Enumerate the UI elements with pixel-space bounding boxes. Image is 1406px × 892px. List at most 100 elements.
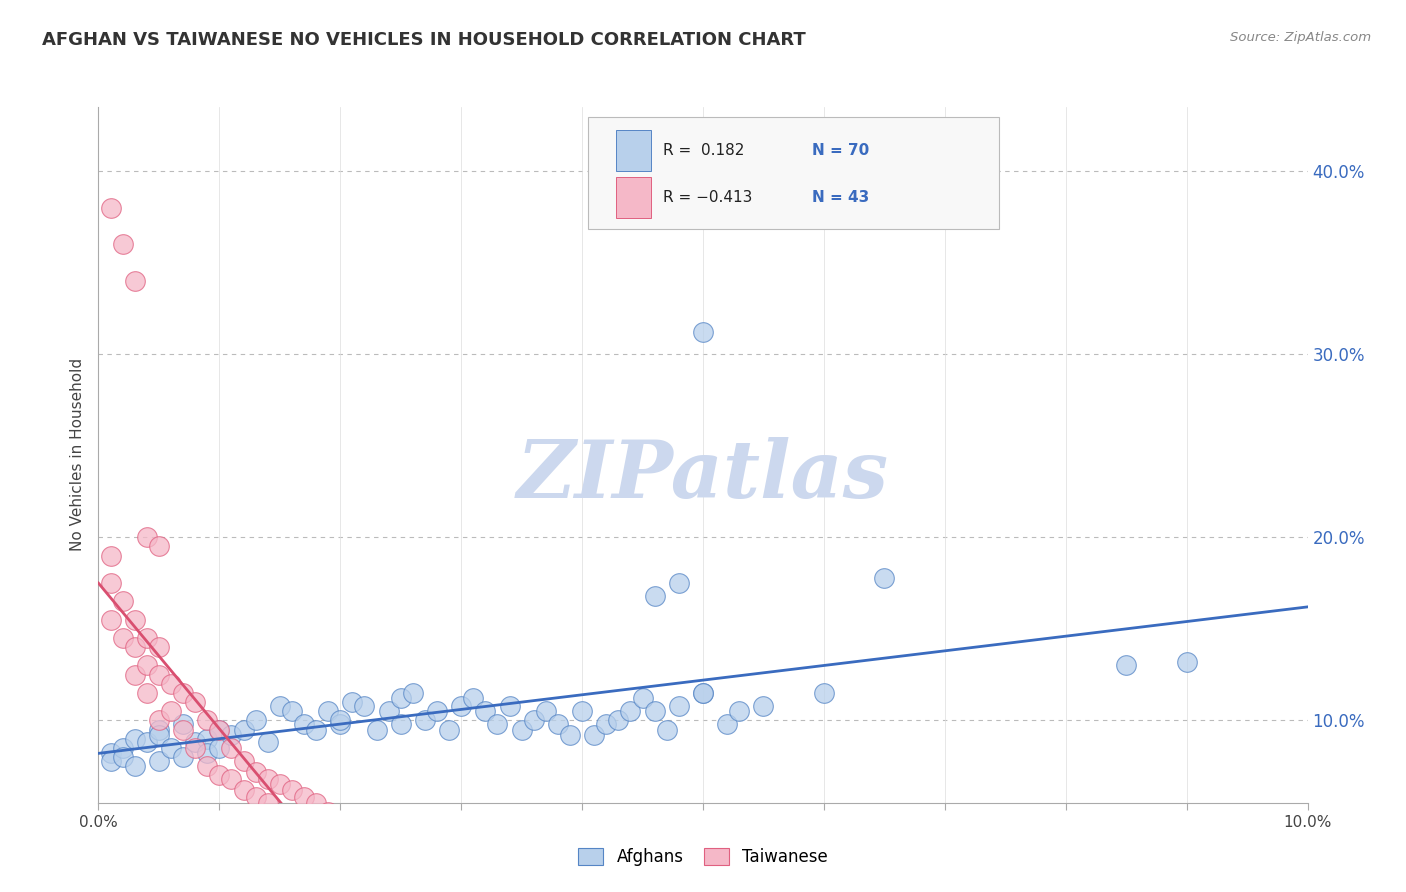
Point: [195, 731, 218, 746]
Text: N = 43: N = 43: [811, 190, 869, 205]
Point: [474, 704, 496, 718]
Point: [728, 704, 751, 718]
Point: [353, 698, 375, 713]
Point: [124, 640, 146, 655]
Point: [148, 667, 170, 681]
Point: [135, 658, 157, 673]
Point: [232, 783, 254, 797]
Point: [195, 747, 218, 761]
Point: [1115, 658, 1137, 673]
Point: [498, 698, 520, 713]
Point: [329, 808, 352, 822]
Point: [184, 740, 207, 755]
Point: [172, 717, 194, 731]
Point: [148, 540, 170, 554]
Text: R =  0.182: R = 0.182: [664, 144, 744, 159]
Point: [160, 740, 183, 755]
Point: [329, 717, 352, 731]
Point: [148, 714, 170, 728]
Point: [172, 686, 194, 700]
Point: [245, 790, 267, 805]
Point: [184, 695, 207, 709]
FancyBboxPatch shape: [616, 130, 651, 171]
Point: [437, 723, 460, 737]
Point: [305, 723, 328, 737]
Point: [232, 723, 254, 737]
Point: [389, 717, 412, 731]
FancyBboxPatch shape: [616, 177, 651, 218]
Point: [245, 714, 267, 728]
Point: [389, 691, 412, 706]
Point: [111, 631, 134, 645]
Point: [583, 728, 606, 742]
Point: [752, 698, 775, 713]
Point: [316, 704, 339, 718]
Point: [716, 717, 738, 731]
Point: [100, 613, 122, 627]
Point: [305, 796, 328, 810]
Point: [208, 723, 231, 737]
Point: [342, 695, 364, 709]
Point: [100, 549, 122, 563]
Point: [692, 686, 714, 700]
Text: AFGHAN VS TAIWANESE NO VEHICLES IN HOUSEHOLD CORRELATION CHART: AFGHAN VS TAIWANESE NO VEHICLES IN HOUSE…: [42, 31, 806, 49]
Point: [184, 735, 207, 749]
Point: [135, 686, 157, 700]
Point: [111, 237, 134, 252]
Point: [607, 714, 630, 728]
Point: [571, 704, 593, 718]
Point: [124, 731, 146, 746]
Point: [208, 723, 231, 737]
Point: [245, 764, 267, 779]
Point: [135, 530, 157, 544]
Point: [232, 754, 254, 768]
Legend: Afghans, Taiwanese: Afghans, Taiwanese: [569, 839, 837, 874]
Text: N = 70: N = 70: [811, 144, 869, 159]
Point: [124, 613, 146, 627]
Point: [124, 759, 146, 773]
Point: [547, 717, 569, 731]
Point: [668, 698, 690, 713]
Text: ZIPatlas: ZIPatlas: [517, 437, 889, 515]
Point: [256, 735, 278, 749]
Point: [160, 677, 183, 691]
Point: [655, 723, 678, 737]
Point: [172, 723, 194, 737]
Point: [281, 704, 304, 718]
Point: [124, 667, 146, 681]
Point: [148, 728, 170, 742]
Point: [595, 717, 617, 731]
Point: [111, 594, 134, 608]
Point: [316, 805, 339, 819]
Point: [281, 783, 304, 797]
Point: [100, 754, 122, 768]
Point: [1175, 655, 1198, 669]
Point: [208, 740, 231, 755]
Point: [292, 790, 315, 805]
Point: [668, 576, 690, 591]
Point: [692, 686, 714, 700]
Point: [523, 714, 546, 728]
Point: [100, 747, 122, 761]
Point: [510, 723, 533, 737]
Point: [644, 589, 666, 603]
Point: [413, 714, 436, 728]
Point: [195, 714, 218, 728]
Y-axis label: No Vehicles in Household: No Vehicles in Household: [70, 359, 86, 551]
Point: [873, 571, 896, 585]
Point: [813, 686, 835, 700]
Point: [124, 274, 146, 288]
Point: [135, 735, 157, 749]
Point: [148, 723, 170, 737]
Point: [148, 754, 170, 768]
Point: [534, 704, 557, 718]
Text: Source: ZipAtlas.com: Source: ZipAtlas.com: [1230, 31, 1371, 45]
Point: [269, 698, 291, 713]
Point: [402, 686, 425, 700]
Point: [160, 704, 183, 718]
Point: [292, 717, 315, 731]
Point: [269, 777, 291, 791]
Point: [558, 728, 581, 742]
Point: [256, 772, 278, 786]
Point: [221, 728, 243, 742]
